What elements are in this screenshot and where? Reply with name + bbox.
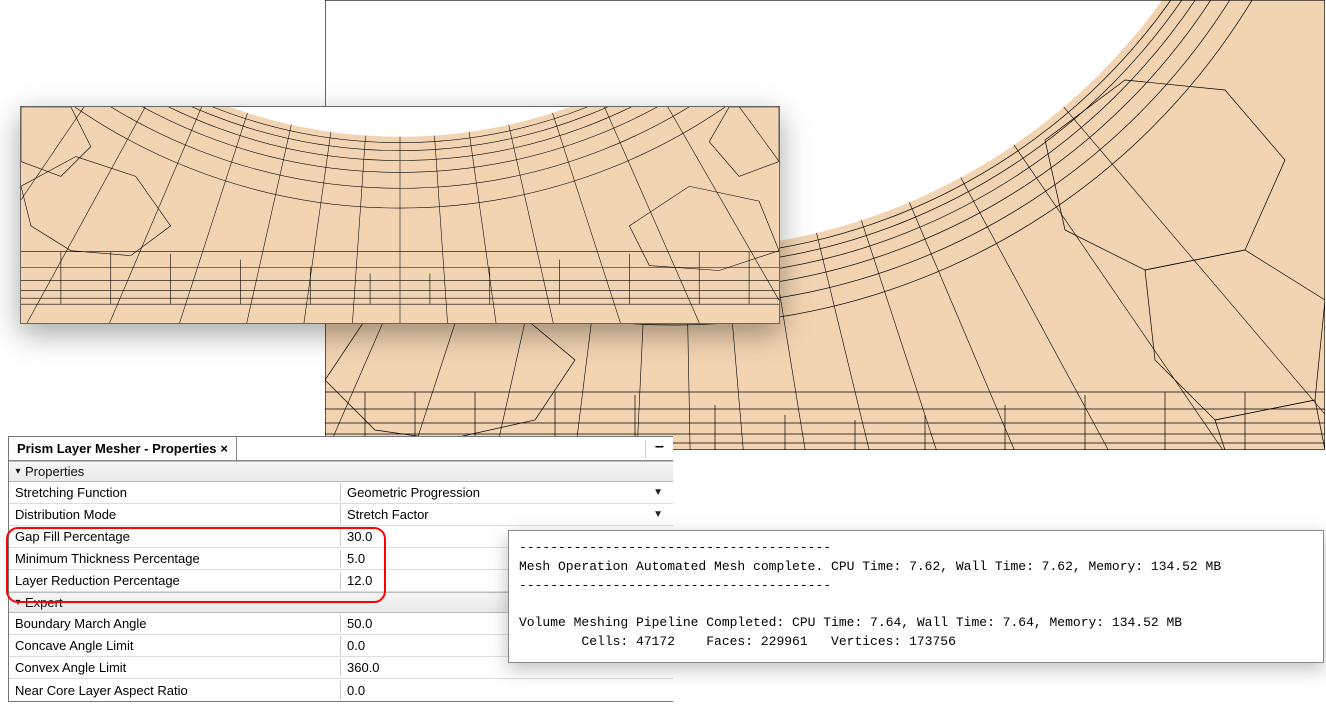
prop-value-text: 5.0 [347,551,365,566]
prop-label: Minimum Thickness Percentage [9,549,341,568]
chevron-down-icon: ▾ [13,466,23,477]
prop-label: Concave Angle Limit [9,636,341,655]
prop-label: Convex Angle Limit [9,658,341,677]
console-sep: ---------------------------------------- [519,578,831,593]
console-output: ----------------------------------------… [508,530,1324,663]
section-properties-header[interactable]: ▾ Properties [9,461,673,482]
prop-value-text: 12.0 [347,573,372,588]
prop-label: Boundary March Angle [9,614,341,633]
prop-value-text: 360.0 [347,660,380,675]
prop-value-text: 0.0 [347,638,365,653]
console-sep: ---------------------------------------- [519,540,831,555]
chevron-down-icon: ▼ [653,487,667,498]
prop-value-text: 30.0 [347,529,372,544]
panel-tab[interactable]: Prism Layer Mesher - Properties × [9,437,237,460]
mesh-viewport-inset [20,106,780,324]
row-distribution-mode: Distribution Mode Stretch Factor ▼ [9,504,673,526]
near-core-ar-input[interactable]: 0.0 [341,681,673,700]
panel-titlebar: Prism Layer Mesher - Properties × – [9,437,673,461]
prop-label: Near Core Layer Aspect Ratio [9,681,341,700]
prop-label: Distribution Mode [9,505,341,524]
minimize-icon[interactable]: – [645,440,673,458]
prop-value-text: Stretch Factor [347,507,429,522]
prop-value-text: 0.0 [347,683,365,698]
section-label: Expert [25,595,63,610]
close-icon[interactable]: × [220,442,228,455]
console-line: Cells: 47172 Faces: 229961 Vertices: 173… [519,634,956,649]
panel-title: Prism Layer Mesher - Properties [17,441,216,456]
prop-label: Layer Reduction Percentage [9,571,341,590]
chevron-down-icon: ▼ [653,509,667,520]
section-label: Properties [25,464,84,479]
console-line: Volume Meshing Pipeline Completed: CPU T… [519,615,1182,630]
console-line: Mesh Operation Automated Mesh complete. … [519,559,1221,574]
row-stretching-function: Stretching Function Geometric Progressio… [9,482,673,504]
prop-value-text: 50.0 [347,616,372,631]
stretching-function-dropdown[interactable]: Geometric Progression ▼ [341,483,673,502]
row-near-core-ar: Near Core Layer Aspect Ratio 0.0 [9,679,673,701]
prop-label: Gap Fill Percentage [9,527,341,546]
chevron-down-icon: ▾ [13,597,23,608]
distribution-mode-dropdown[interactable]: Stretch Factor ▼ [341,505,673,524]
prop-label: Stretching Function [9,483,341,502]
prop-value-text: Geometric Progression [347,485,480,500]
